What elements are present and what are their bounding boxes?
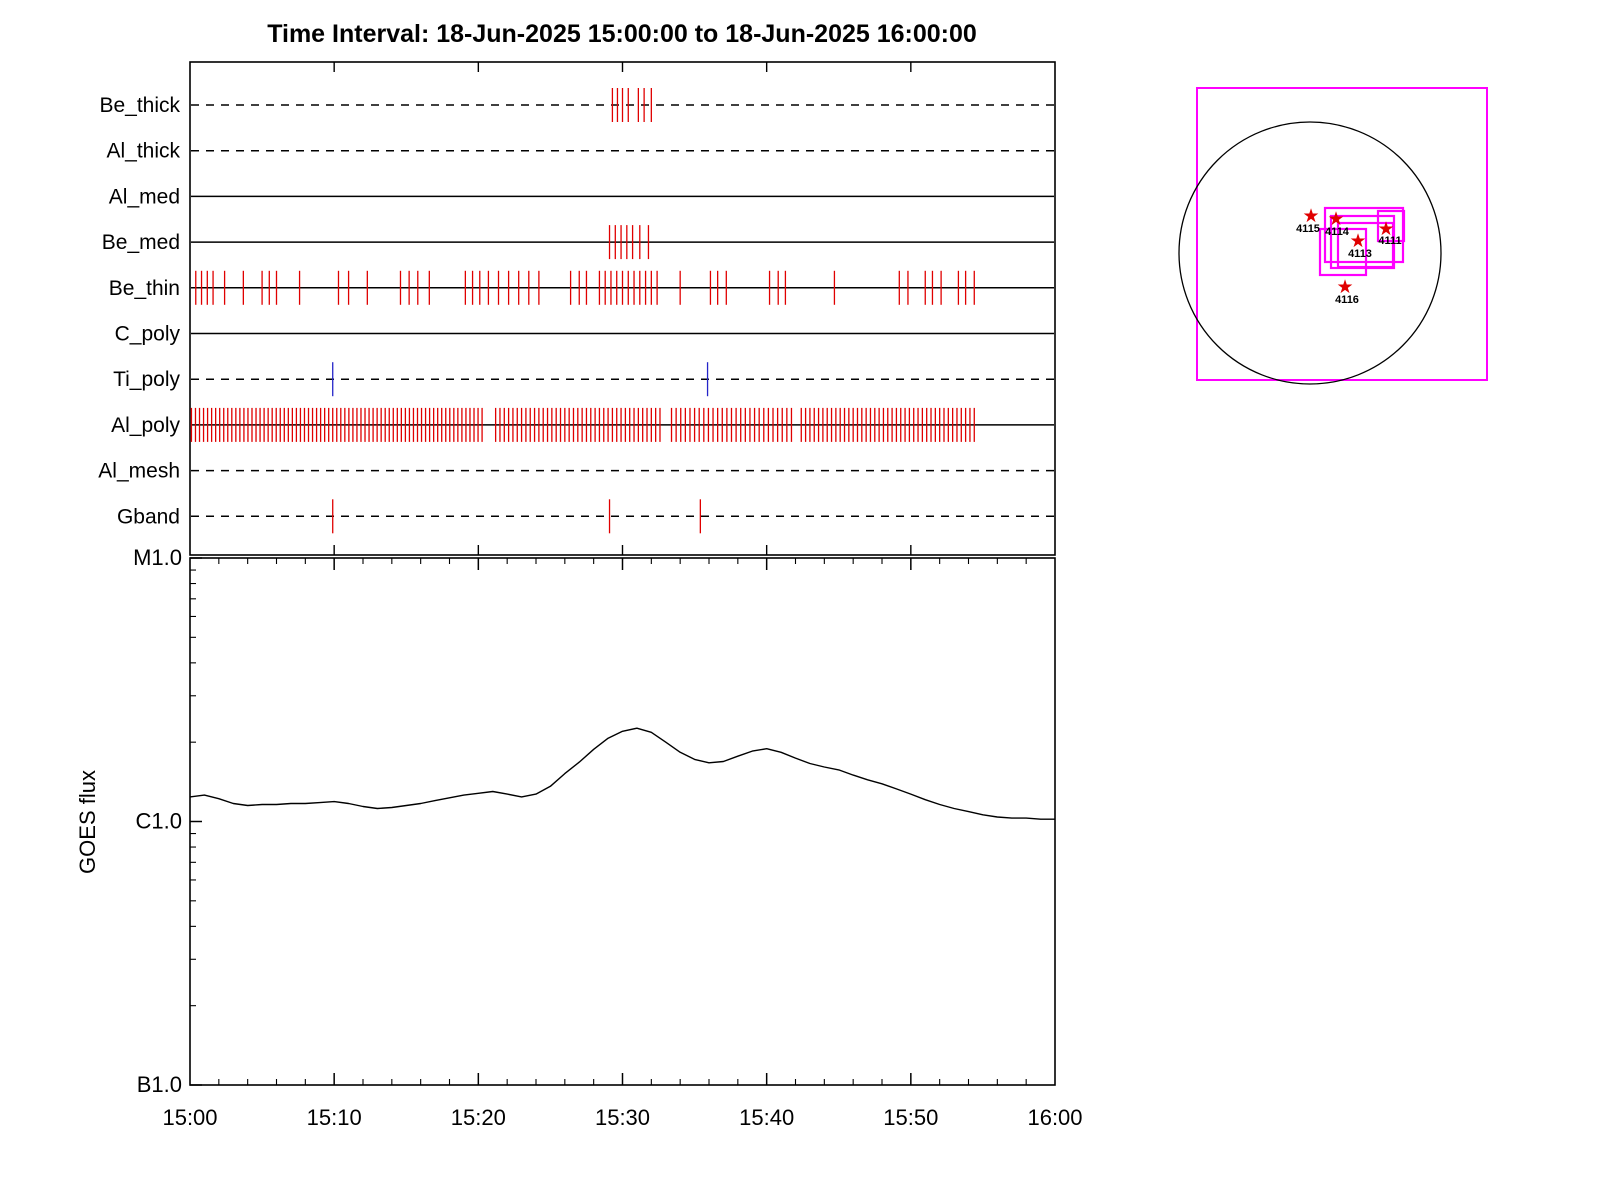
- pointing-label: 4113: [1348, 248, 1372, 260]
- filter-row-label: Ti_poly: [113, 368, 180, 391]
- timeline-panel: Be_thick Al_thick Al_med Be_med Be_thin C_pol…: [98, 61, 1056, 556]
- pointing-star-icon: ★: [1327, 209, 1344, 230]
- goes-x-tick-label: 15:00: [162, 1105, 217, 1130]
- filter-row-label: Al_mesh: [98, 460, 180, 483]
- goes-y-tick-label: B1.0: [137, 1072, 182, 1097]
- goes-border: [189, 557, 1056, 1086]
- goes-x-tick-label: 15:30: [595, 1105, 650, 1130]
- goes-y-tick-label: C1.0: [136, 809, 182, 834]
- timeline-border: [189, 61, 1056, 556]
- pointing-label: 4115: [1296, 223, 1320, 235]
- pointing-star-icon: ★: [1336, 277, 1353, 298]
- goes-x-tick-label: 15:10: [307, 1105, 362, 1130]
- filter-row-label: Be_thick: [99, 94, 180, 117]
- filter-row-label: Al_thick: [106, 140, 180, 163]
- solar-limb-circle: [1178, 121, 1442, 385]
- goes-flux-curve: [189, 727, 1055, 820]
- goes-x-tick-label: 15:20: [451, 1105, 506, 1130]
- filter-row-label: Gband: [117, 505, 180, 528]
- filter-row-label: Al_med: [109, 185, 180, 208]
- filter-row-label: Al_poly: [111, 414, 180, 437]
- goes-y-tick-label: M1.0: [133, 545, 182, 570]
- goes-panel: 15:00 15:10 15:20 15:30 15:40 15:50 16:00 M1.0 C…: [133, 545, 1082, 1130]
- fov-box: [1376, 209, 1406, 243]
- pointing-label: 4114: [1325, 226, 1350, 238]
- goes-y-axis-label: GOES flux: [75, 770, 100, 874]
- pointing-star-icon: ★: [1302, 206, 1319, 227]
- pointing-star-icon: ★: [1377, 219, 1394, 240]
- goes-x-tick-label: 16:00: [1027, 1105, 1082, 1130]
- filter-row-label: Be_thin: [109, 277, 180, 300]
- pointing-label: 4116: [1335, 294, 1359, 306]
- page-title: Time Interval: 18-Jun-2025 15:00:00 to 1…: [267, 20, 977, 48]
- filter-row-label: C_poly: [115, 323, 181, 346]
- fov-inset: ★4115 ★4114 ★4113★4111★4116: [1178, 87, 1488, 385]
- goes-x-tick-label: 15:50: [883, 1105, 938, 1130]
- pointing-star-icon: ★: [1349, 231, 1366, 252]
- filter-row-label: Be_med: [102, 231, 180, 254]
- goes-x-tick-label: 15:40: [739, 1105, 794, 1130]
- fov-box: [1318, 227, 1368, 277]
- pointing-label: 4111: [1378, 235, 1401, 247]
